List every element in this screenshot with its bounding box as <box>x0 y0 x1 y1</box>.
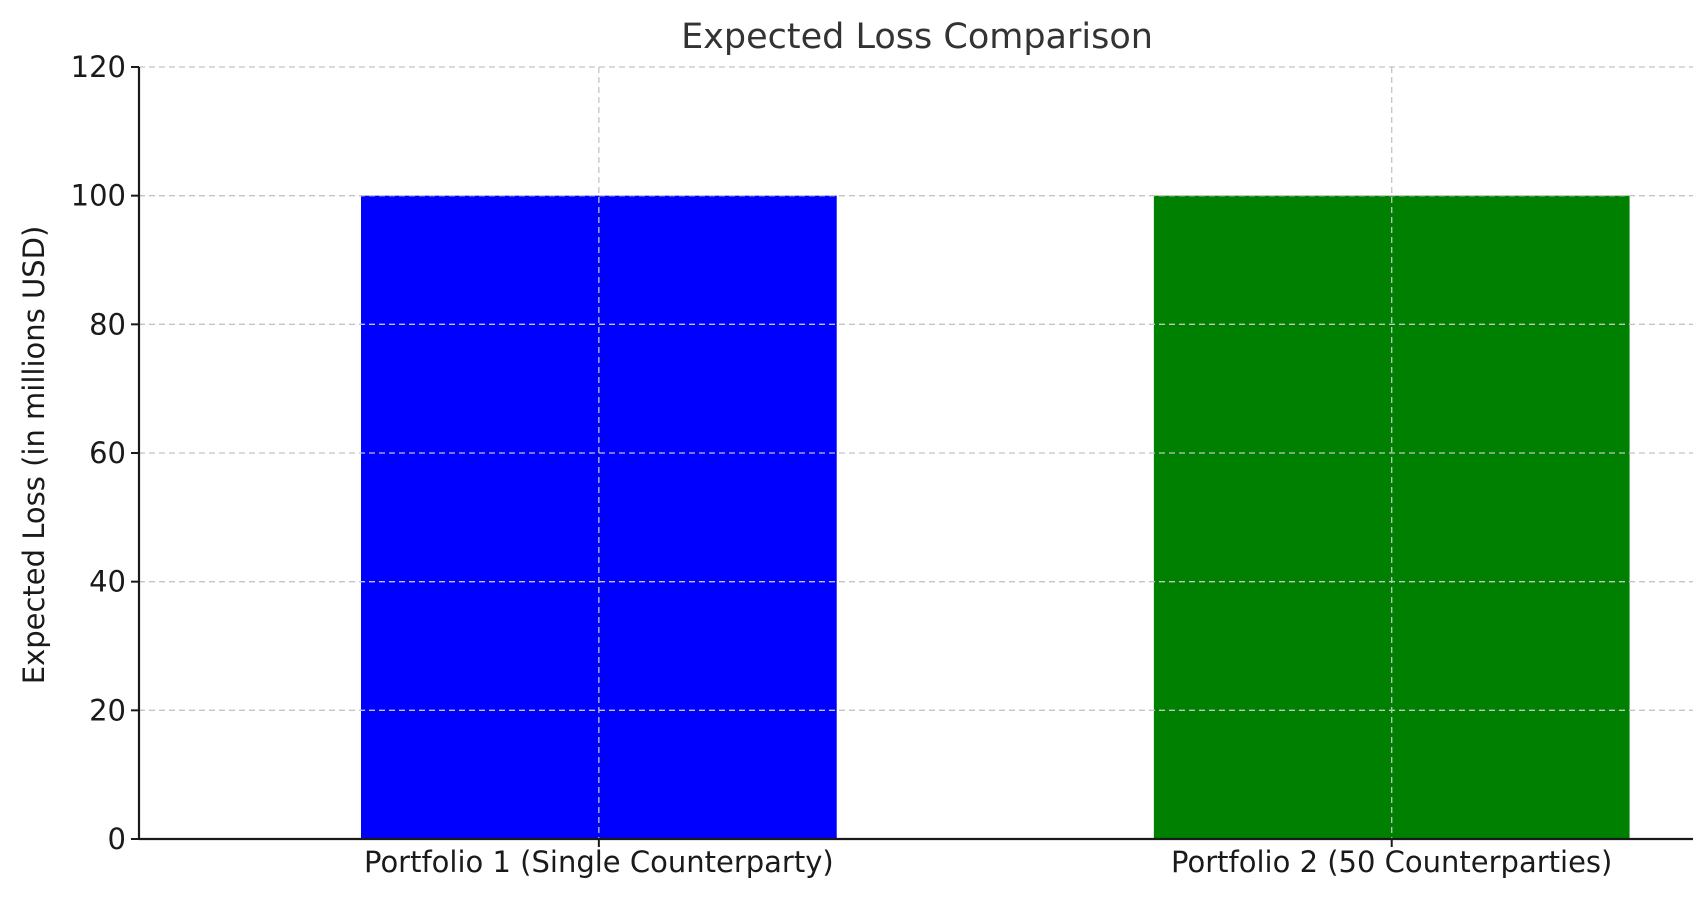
y-gridlines <box>139 66 1693 711</box>
x-gridlines <box>598 67 1393 839</box>
y-tick-labels: 0 20 40 60 80 100 120 <box>71 50 126 856</box>
axes <box>131 66 1693 847</box>
y-tick-label: 100 <box>71 179 126 213</box>
y-tick-label: 60 <box>89 436 126 470</box>
y-tick-label: 0 <box>108 822 126 856</box>
x-tick-label: Portfolio 1 (Single Counterparty) <box>364 845 834 879</box>
y-axis-label: Expected Loss (in millions USD) <box>17 226 51 685</box>
y-tick-label: 80 <box>89 307 126 341</box>
y-tick-label: 20 <box>89 693 126 727</box>
x-tick-labels: Portfolio 1 (Single Counterparty) Portfol… <box>364 845 1612 879</box>
bars <box>361 195 1630 839</box>
x-tick-label: Portfolio 2 (50 Counterparties) <box>1171 845 1612 879</box>
chart-title: Expected Loss Comparison <box>681 17 1153 57</box>
y-tick-label: 120 <box>71 50 126 84</box>
y-tick-label: 40 <box>89 565 126 599</box>
